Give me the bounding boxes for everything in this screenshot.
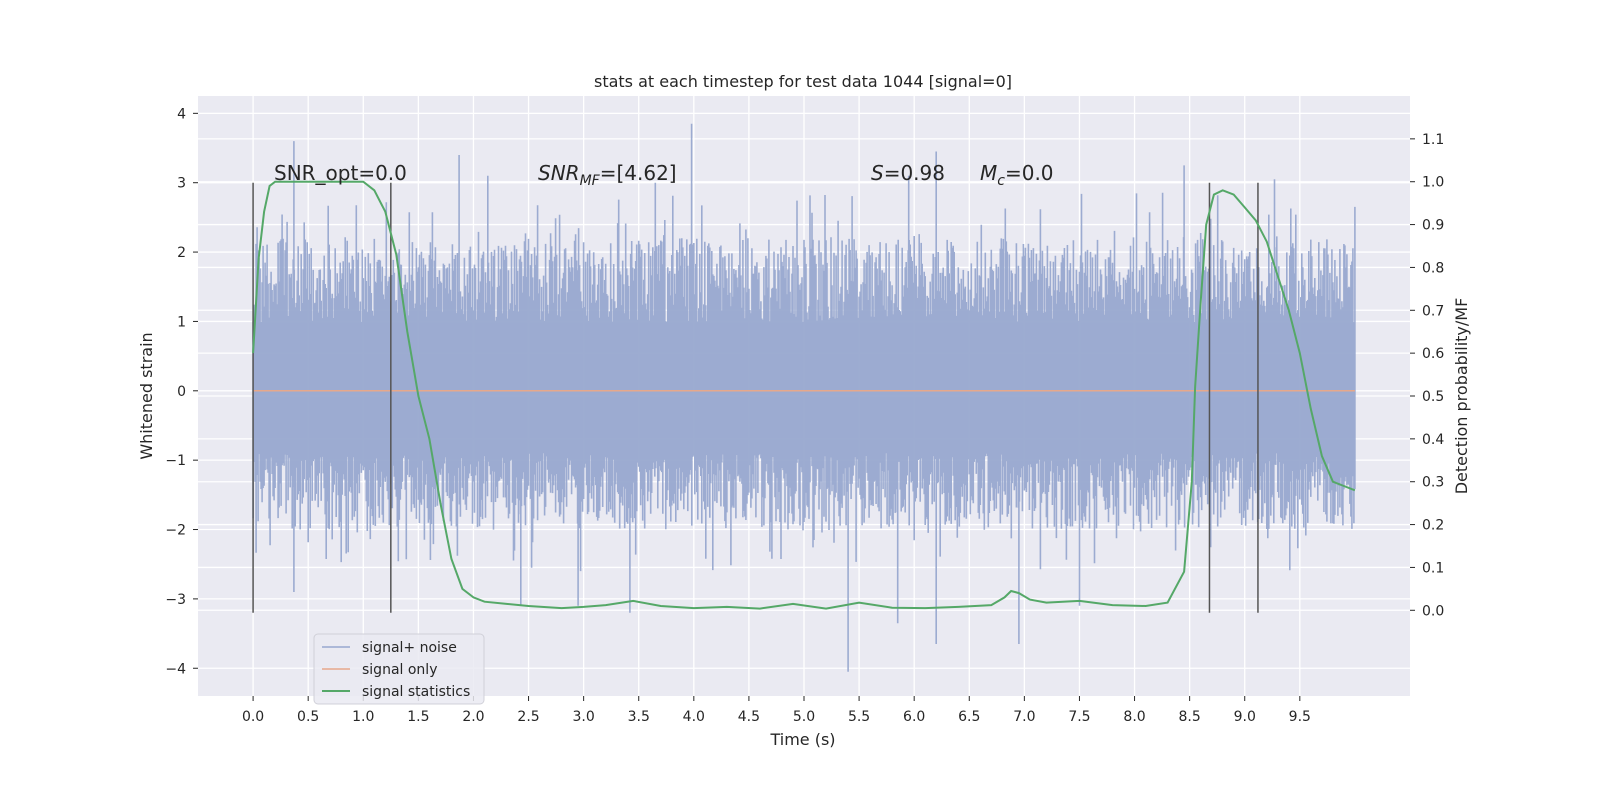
signal-statistics-line	[252, 180, 1356, 610]
y-tick-label: −4	[165, 661, 186, 677]
x-tick-label: 5.0	[793, 709, 815, 725]
x-tick-label: 2.0	[462, 709, 484, 725]
y-tick-label: 3	[177, 176, 186, 192]
annotation-snr-mf: SNRMF=[4.62]	[538, 161, 677, 189]
y2-tick-label: 0.8	[1422, 260, 1444, 276]
y-tick-label: 2	[177, 245, 186, 261]
x-tick-label: 8.0	[1123, 709, 1145, 725]
annotation-snr-opt: SNR_opt=0.0	[274, 161, 407, 185]
x-tick-label: 9.0	[1234, 709, 1256, 725]
y-tick-label: −1	[165, 453, 186, 469]
vertical-markers	[252, 182, 1259, 613]
y2-tick-label: 1.1	[1422, 132, 1444, 148]
x-tick-label: 8.5	[1179, 709, 1201, 725]
y-tick-label: 0	[177, 384, 186, 400]
legend-label-noise: signal+ noise	[362, 640, 457, 656]
annotation-s: S=0.98	[871, 161, 945, 185]
x-tick-label: 0.5	[297, 709, 319, 725]
y-tick-label: 1	[177, 314, 186, 330]
y2-tick-label: 0.9	[1422, 218, 1444, 234]
x-tick-label: 6.5	[958, 709, 980, 725]
x-tick-label: 9.5	[1289, 709, 1311, 725]
y2-tick-label: 0.0	[1422, 603, 1444, 619]
x-tick-label: 4.5	[738, 709, 760, 725]
y-tick-label: −2	[165, 523, 186, 539]
legend: signal+ noise signal only signal statist…	[313, 633, 485, 705]
x-axis-label: Time (s)	[769, 730, 835, 749]
x-tick-label: 4.0	[683, 709, 705, 725]
x-tick-label: 7.0	[1013, 709, 1035, 725]
y-axis-left-ticks: 4 3 2 1 0 −1 −2 −3 −4	[165, 106, 198, 677]
x-tick-label: 1.0	[352, 709, 374, 725]
y2-tick-label: 0.4	[1422, 432, 1444, 448]
x-axis-ticks: 0.0 0.5 1.0 1.5 2.0 2.5 3.0 3.5 4.0 4.5 5.0 5.5 6.0 6…	[242, 696, 1311, 725]
x-tick-label: 6.0	[903, 709, 925, 725]
legend-label-signal-only: signal only	[362, 662, 437, 678]
y-axis-left-label: Whitened strain	[137, 332, 156, 459]
y-axis-right-ticks: 1.1 1.0 0.9 0.8 0.7 0.6 0.5 0.4 0.3 0.2 0.1 0.0	[1410, 132, 1444, 619]
y-tick-label: −3	[165, 592, 186, 608]
chart-title: stats at each timestep for test data 104…	[594, 72, 1012, 91]
x-tick-label: 5.5	[848, 709, 870, 725]
x-tick-label: 1.5	[407, 709, 429, 725]
y2-tick-label: 1.0	[1422, 175, 1444, 191]
x-tick-label: 3.5	[628, 709, 650, 725]
legend-label-statistics: signal statistics	[362, 684, 470, 700]
y-tick-label: 4	[177, 106, 186, 122]
y2-tick-label: 0.3	[1422, 475, 1444, 491]
x-tick-label: 3.0	[573, 709, 595, 725]
legend-box	[313, 633, 485, 705]
x-tick-label: 0.0	[242, 709, 264, 725]
x-tick-label: 2.5	[517, 709, 539, 725]
annotation-mc: Mc=0.0	[980, 161, 1054, 189]
y-axis-right-label: Detection probability/MF	[1452, 298, 1471, 495]
y2-tick-label: 0.1	[1422, 560, 1444, 576]
y2-tick-label: 0.2	[1422, 518, 1444, 534]
y2-tick-label: 0.7	[1422, 303, 1444, 319]
y2-tick-label: 0.5	[1422, 389, 1444, 405]
x-tick-label: 7.5	[1068, 709, 1090, 725]
y2-tick-label: 0.6	[1422, 346, 1444, 362]
